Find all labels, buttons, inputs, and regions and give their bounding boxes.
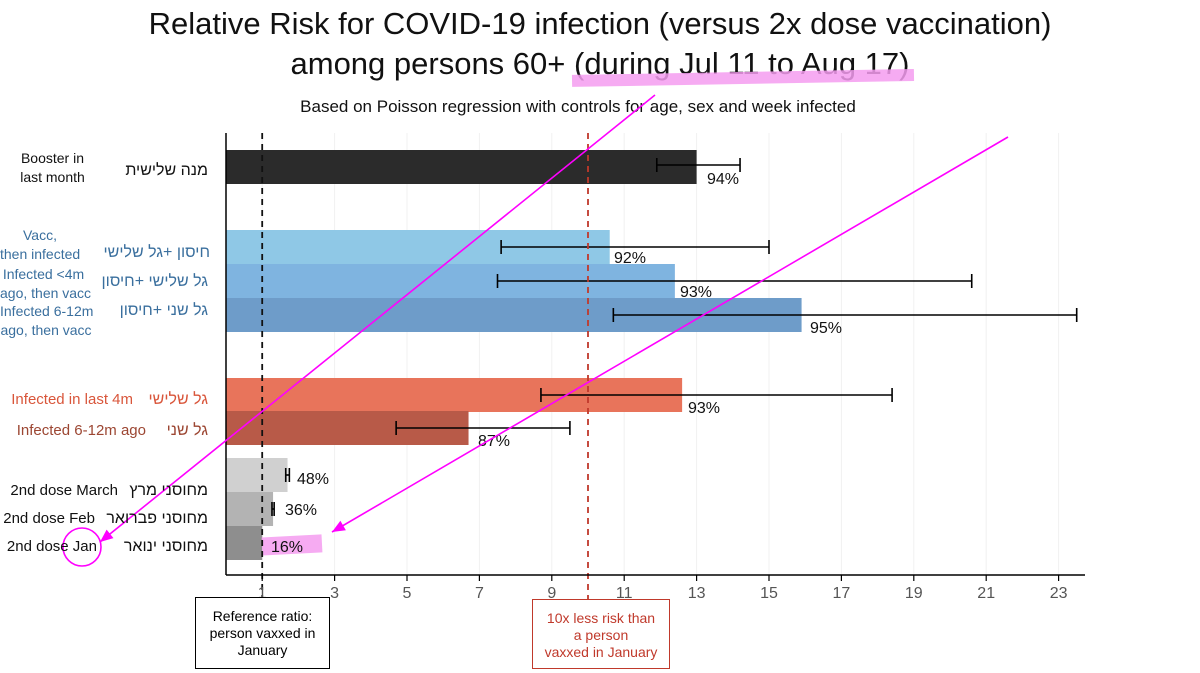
annotation-circle-jan	[62, 527, 102, 567]
reference-ratio-box: Reference ratio: person vaxxed in January	[195, 597, 330, 669]
category-label-he-2: חיסון +גל שלישי	[103, 244, 210, 261]
highlight-title-date	[571, 68, 915, 87]
category-label-he-1: מנה שלישית	[125, 162, 208, 179]
category-label-he-6: גל שני	[166, 422, 208, 439]
x-tick-label: 3	[330, 585, 339, 602]
category-label-he-3: גל שלישי +חיסון	[101, 273, 208, 290]
x-tick-label: 5	[403, 585, 412, 602]
pct-label-7: 48%	[297, 471, 329, 488]
category-label-en-2: Vacc, then infected	[0, 227, 81, 262]
x-tick-label: 9	[547, 585, 556, 602]
x-tick-label: 1	[258, 585, 267, 602]
annotation-arrow-title-to-jan	[99, 94, 656, 543]
bar-9	[226, 526, 263, 560]
category-label-he-9: מחוסני ינואר	[123, 538, 208, 555]
category-label-en-9: 2nd dose Jan	[6, 538, 97, 555]
category-label-he-4: גל שני +חיסון	[119, 302, 208, 319]
category-label-en-1: Booster in last month	[20, 150, 85, 185]
x-tick-label: 19	[905, 585, 923, 602]
annotation-arrow-title-to-jan-head	[100, 529, 114, 542]
x-tick-label: 23	[1050, 585, 1068, 602]
category-label-he-8: מחוסני פברואר	[106, 510, 208, 527]
x-tick-label: 15	[760, 585, 778, 602]
annotation-arrow-to-16pct	[331, 136, 1009, 533]
category-label-en-6: Infected 6-12m ago	[16, 422, 146, 439]
annotation-arrow-to-16pct-head	[332, 520, 346, 532]
pct-label-4: 95%	[810, 320, 842, 337]
category-label-en-7: 2nd dose March	[10, 482, 118, 499]
category-label-he-7: מחוסני מרץ	[129, 482, 208, 499]
pct-label-3: 93%	[680, 284, 712, 301]
category-label-en-5: Infected in last 4m	[11, 391, 133, 408]
pct-label-9: 16%	[271, 539, 303, 556]
x-tick-label: 21	[977, 585, 995, 602]
bar-1	[226, 150, 697, 184]
pct-label-6: 87%	[478, 433, 510, 450]
pct-label-1: 94%	[707, 171, 739, 188]
pct-label-5: 93%	[688, 400, 720, 417]
pct-label-8: 36%	[285, 502, 317, 519]
x-tick-label: 13	[688, 585, 706, 602]
tenx-less-risk-box: 10x less risk than a person vaxxed in Janu…	[532, 599, 670, 669]
bar-8	[226, 492, 274, 526]
x-tick-label: 17	[833, 585, 851, 602]
category-label-he-5: גל שלישי	[148, 391, 208, 408]
bar-7	[226, 458, 288, 492]
category-label-en-8: 2nd dose Feb	[3, 510, 95, 527]
chart-subtitle: Based on Poisson regression with control…	[300, 97, 856, 116]
x-tick-label: 11	[616, 585, 633, 602]
x-tick-label: 7	[475, 585, 484, 602]
category-label-en-3: Infected <4m ago, then vacc	[0, 266, 92, 301]
category-label-en-4: Infected 6-12m ago, then vacc	[0, 303, 94, 338]
chart-title-line1: Relative Risk for COVID-19 infection (ve…	[148, 6, 1052, 41]
highlight-16pct	[261, 534, 323, 556]
pct-label-2: 92%	[614, 250, 646, 267]
